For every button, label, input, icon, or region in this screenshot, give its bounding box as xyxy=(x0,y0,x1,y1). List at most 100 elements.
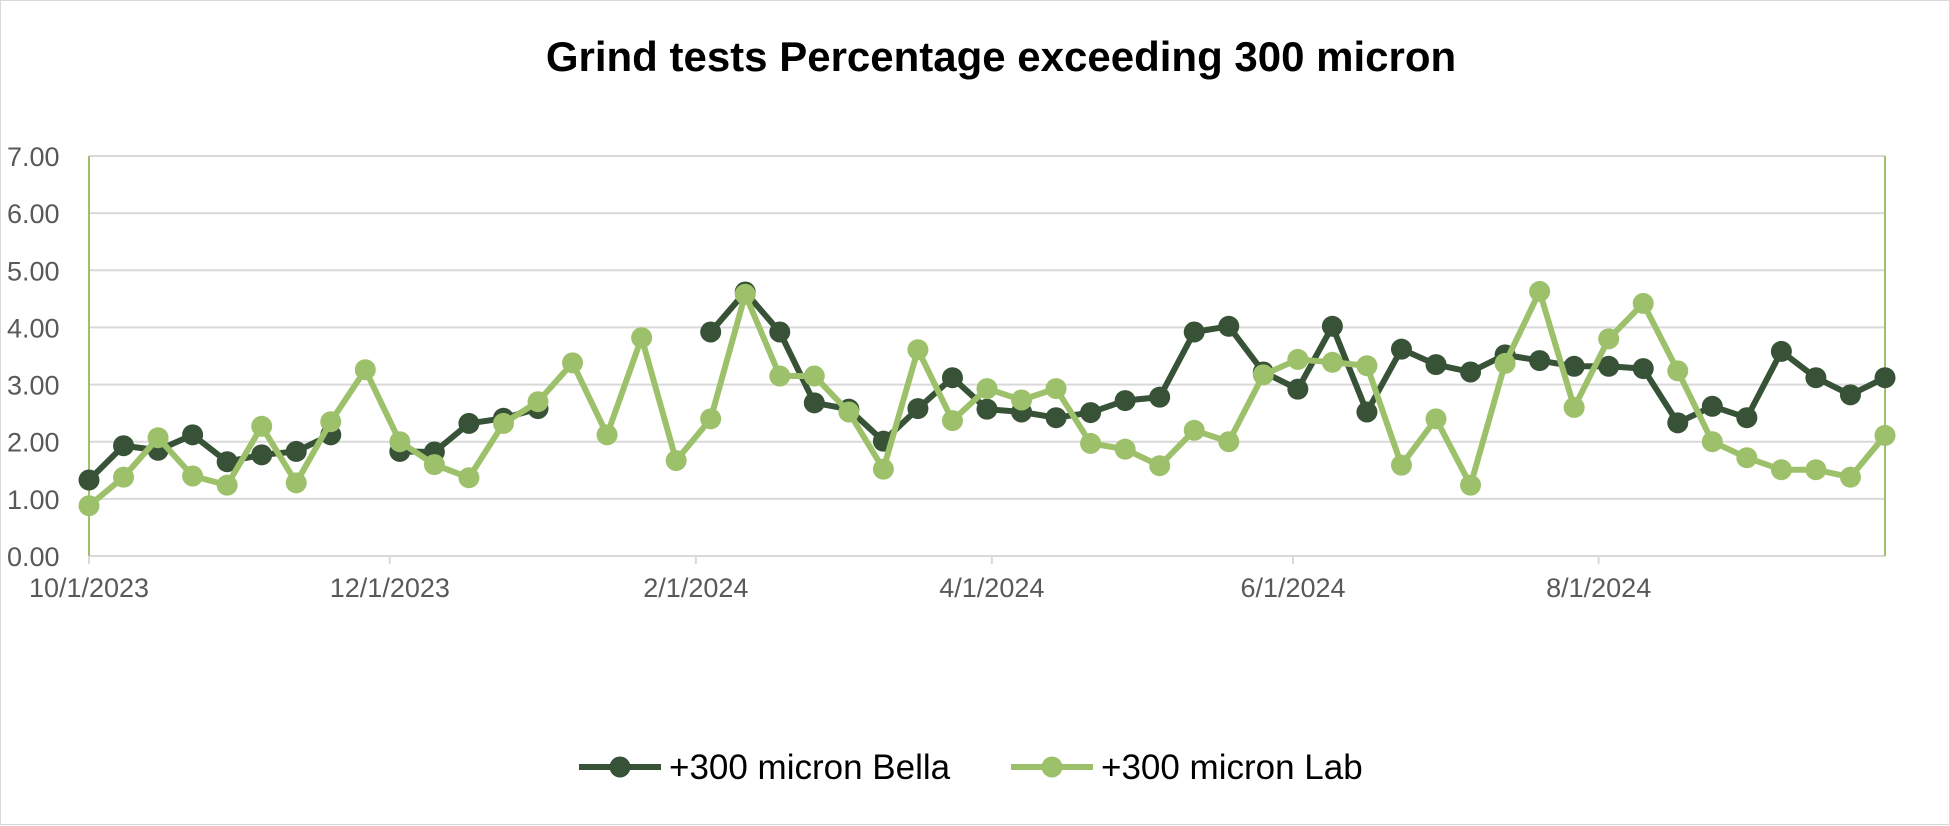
x-tick-label: 6/1/2024 xyxy=(1240,573,1345,603)
x-tick-label: 2/1/2024 xyxy=(643,573,748,603)
data-point xyxy=(769,365,791,387)
data-point xyxy=(354,359,376,381)
x-tick-label: 12/1/2023 xyxy=(330,573,450,603)
data-point xyxy=(1390,338,1412,360)
data-point xyxy=(527,391,549,413)
data-point xyxy=(1011,389,1033,411)
data-point xyxy=(285,440,307,462)
data-point xyxy=(1460,474,1482,496)
data-point xyxy=(1045,378,1067,400)
data-point xyxy=(803,365,825,387)
data-point xyxy=(1080,402,1102,424)
data-point xyxy=(1874,424,1896,446)
data-point xyxy=(941,410,963,432)
data-point xyxy=(1770,459,1792,481)
data-point xyxy=(216,474,238,496)
legend-swatch-marker xyxy=(1041,756,1063,778)
data-point xyxy=(285,472,307,494)
x-tick-label: 10/1/2023 xyxy=(29,573,149,603)
series-lab xyxy=(78,280,1896,517)
data-point xyxy=(1390,454,1412,476)
data-point xyxy=(1667,360,1689,382)
data-point xyxy=(1701,395,1723,417)
data-point xyxy=(251,415,273,437)
x-tick-label: 4/1/2024 xyxy=(939,573,1044,603)
data-point xyxy=(1839,466,1861,488)
data-point xyxy=(320,411,342,433)
legend-label: +300 micron Bella xyxy=(669,748,951,787)
x-tick-label: 8/1/2024 xyxy=(1546,573,1651,603)
data-point xyxy=(769,321,791,343)
data-point xyxy=(1425,408,1447,430)
plot-series xyxy=(78,280,1896,517)
data-point xyxy=(700,408,722,430)
data-point xyxy=(1114,390,1136,412)
data-point xyxy=(1667,412,1689,434)
data-point xyxy=(1563,396,1585,418)
y-tick-label: 4.00 xyxy=(7,313,60,343)
data-point xyxy=(596,424,618,446)
y-tick-label: 6.00 xyxy=(7,199,60,229)
data-point xyxy=(803,392,825,414)
y-tick-label: 0.00 xyxy=(7,542,60,572)
data-point xyxy=(216,451,238,473)
data-point xyxy=(1321,351,1343,373)
data-point xyxy=(251,444,273,466)
data-point xyxy=(1598,355,1620,377)
data-point xyxy=(182,465,204,487)
data-point xyxy=(1701,431,1723,453)
data-point xyxy=(78,469,100,491)
y-tick-label: 3.00 xyxy=(7,371,60,401)
data-point xyxy=(389,431,411,453)
data-point xyxy=(1287,378,1309,400)
data-point xyxy=(1114,438,1136,460)
data-point xyxy=(1356,355,1378,377)
data-point xyxy=(1529,280,1551,302)
data-point xyxy=(1045,407,1067,429)
data-point xyxy=(1839,384,1861,406)
data-point xyxy=(1563,355,1585,377)
data-point xyxy=(458,467,480,489)
data-point xyxy=(1736,407,1758,429)
axes: 0.00 1.00 2.00 3.00 4.00 5.00 6.00 7.00 10/1/202… xyxy=(7,142,1886,603)
data-point xyxy=(1494,352,1516,374)
data-point xyxy=(1252,364,1274,386)
legend-label: +300 micron Lab xyxy=(1101,748,1363,787)
data-point xyxy=(113,466,135,488)
data-point xyxy=(1736,447,1758,469)
data-point xyxy=(1218,431,1240,453)
data-point xyxy=(1598,328,1620,350)
data-point xyxy=(1805,367,1827,389)
data-point xyxy=(1356,401,1378,423)
data-point xyxy=(1425,354,1447,376)
legend: +300 micron Bella +300 micron Lab xyxy=(579,748,1363,787)
data-point xyxy=(1805,459,1827,481)
legend-swatch-marker xyxy=(609,756,631,778)
data-point xyxy=(838,401,860,423)
data-point xyxy=(631,327,653,349)
y-tick-label: 2.00 xyxy=(7,428,60,458)
data-point xyxy=(423,454,445,476)
data-point xyxy=(1874,367,1896,389)
data-point xyxy=(562,352,584,374)
y-tick-label: 7.00 xyxy=(7,142,60,172)
data-point xyxy=(1632,358,1654,380)
data-point xyxy=(113,435,135,457)
data-point xyxy=(1460,361,1482,383)
data-point xyxy=(1632,292,1654,314)
data-point xyxy=(872,458,894,480)
data-point xyxy=(1183,419,1205,441)
data-point xyxy=(976,398,998,420)
data-point xyxy=(1149,386,1171,408)
data-point xyxy=(734,283,756,305)
y-tick-label: 1.00 xyxy=(7,485,60,515)
data-point xyxy=(1080,432,1102,454)
data-point xyxy=(1529,350,1551,372)
data-point xyxy=(492,412,514,434)
data-point xyxy=(700,321,722,343)
data-point xyxy=(907,339,929,361)
gridlines xyxy=(89,155,1885,557)
data-point xyxy=(147,427,169,449)
